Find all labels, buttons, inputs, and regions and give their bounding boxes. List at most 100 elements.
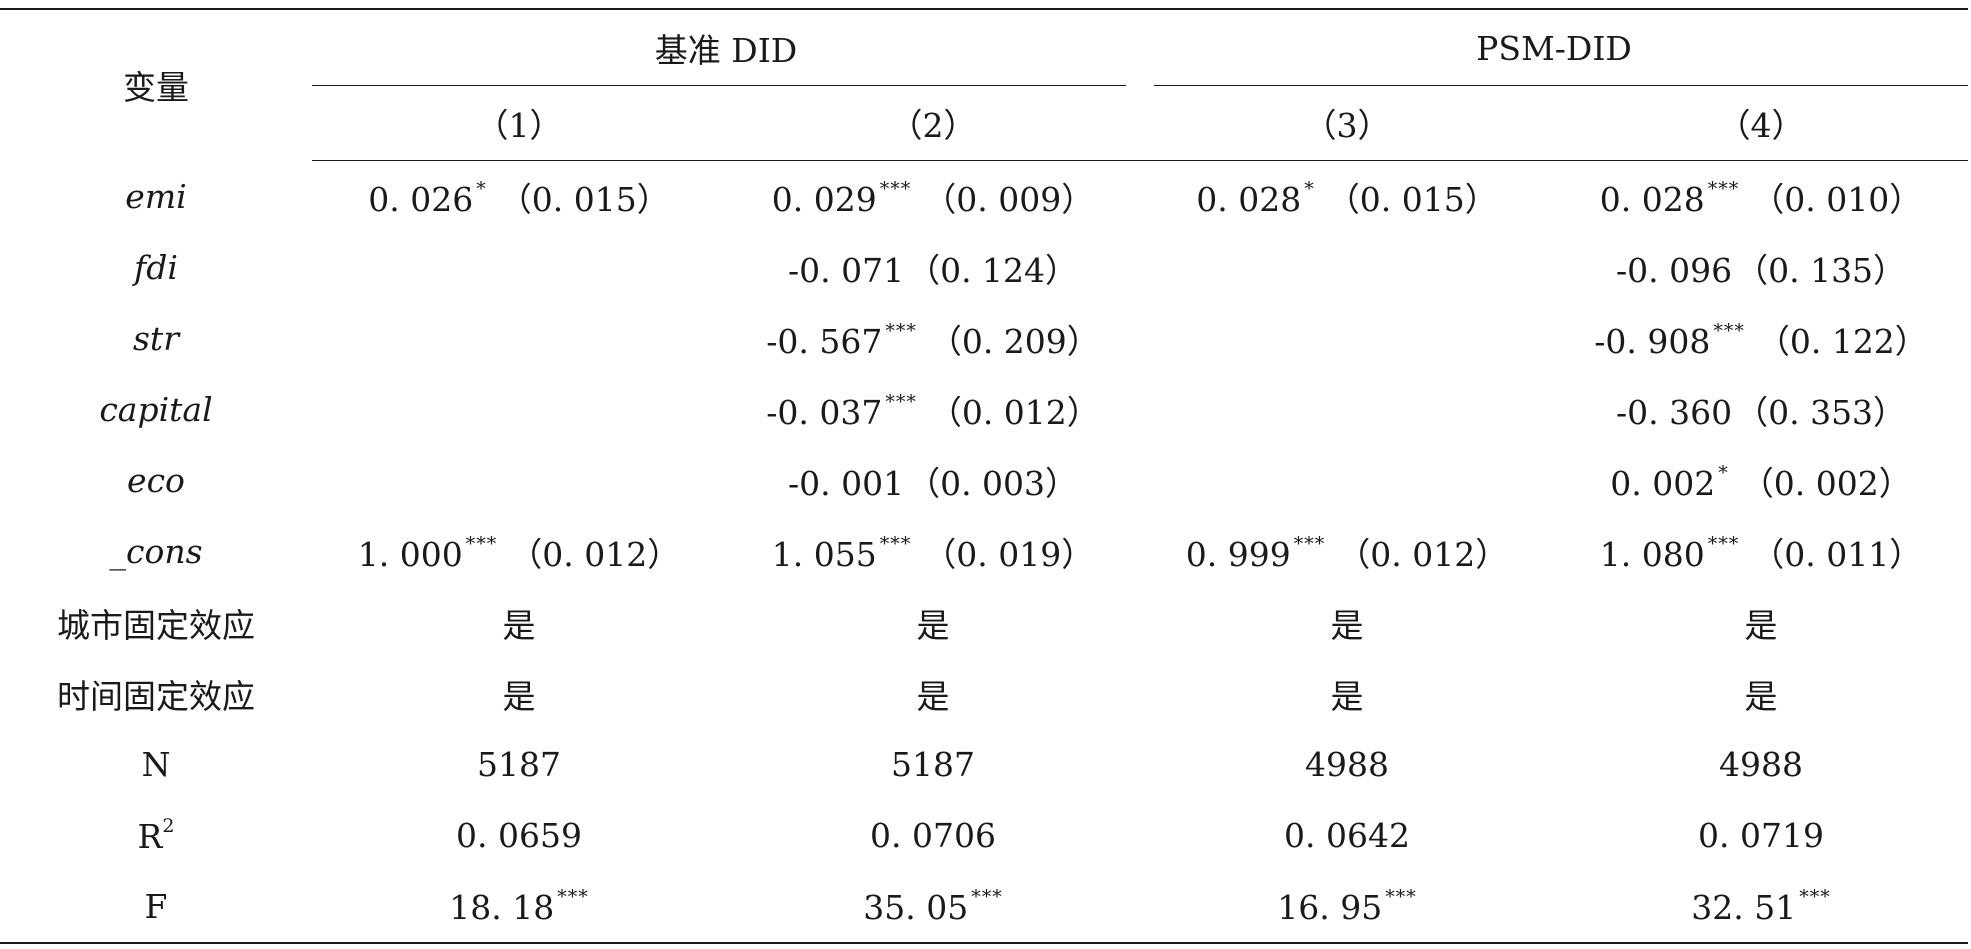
coef: -0. 908 (1594, 321, 1711, 361)
row-label-time-fe: 时间固定效应 (57, 676, 255, 716)
cell: 5187 (477, 745, 561, 784)
cell: 是 (916, 676, 950, 716)
significance: *** (1713, 319, 1745, 342)
std-error: （0. 012） (509, 534, 681, 574)
coef: -0. 360 (1615, 392, 1733, 432)
table-row: 城市固定效应 是 是 是 是 (0, 587, 1968, 658)
row-label-cons: _cons (109, 532, 203, 571)
cell: 是 (1744, 676, 1778, 716)
std-error: （0. 124） (907, 250, 1079, 290)
row-label-capital: capital (99, 390, 213, 429)
cell: 35. 05 *** (726, 871, 1141, 944)
table-row: N 5187 5187 4988 4988 (0, 729, 1968, 800)
std-error: （0. 015） (498, 179, 670, 219)
cell: -0. 071（0. 124） (726, 232, 1140, 303)
cell (312, 445, 726, 516)
table-row: capital -0. 037 *** （0. 012） -0. 360（0. 35… (0, 374, 1968, 445)
col-header-4: （4） (1554, 86, 1969, 161)
cell: 4988 (1719, 745, 1804, 784)
col-header-1: （1） (312, 86, 726, 161)
coef: 0. 028 (1599, 179, 1705, 219)
significance: *** (971, 886, 1003, 908)
std-error: （0. 012） (928, 392, 1100, 432)
group-header-psm-did: PSM-DID (1140, 8, 1969, 86)
std-error: （0. 353） (1735, 392, 1907, 432)
r2-superscript: 2 (162, 815, 175, 837)
group-underline-psm (1154, 85, 1969, 86)
cell: 是 (1330, 605, 1364, 645)
coef: 0. 028 (1196, 179, 1302, 219)
header-column-row: （1） （2） （3） （4） (0, 86, 1969, 161)
table-row: R2 0. 0659 0. 0706 0. 0642 0. 0719 (0, 800, 1968, 871)
coef: -0. 001 (787, 463, 905, 503)
cell (312, 232, 726, 303)
std-error: （0. 209） (928, 321, 1100, 361)
cell (1140, 232, 1554, 303)
row-label-emi: emi (125, 176, 187, 216)
cell: 0. 999 *** （0. 012） (1140, 516, 1554, 587)
significance: *** (879, 177, 912, 200)
significance: *** (885, 319, 917, 342)
cell: 0. 0659 (456, 816, 582, 855)
row-label-str: str (133, 319, 179, 358)
table-row: _cons 1. 000 *** （0. 012） 1. 055 *** （0. 019… (0, 516, 1968, 587)
table-row: eco -0. 001（0. 003） 0. 002 * （0. 002） (0, 445, 1968, 516)
significance: *** (885, 390, 917, 413)
significance: * (476, 177, 487, 200)
cell: 0. 0719 (1698, 816, 1824, 855)
cell (1140, 374, 1554, 445)
cell: -0. 037 *** （0. 012） (726, 374, 1140, 445)
cell: 1. 080 *** （0. 011） (1554, 516, 1968, 587)
row-label-f: F (0, 871, 312, 944)
cell (312, 303, 726, 374)
cell: 18. 18 *** (312, 871, 726, 944)
significance: * (1718, 461, 1729, 484)
row-label-city-fe: 城市固定效应 (57, 605, 255, 645)
cell: 是 (1330, 676, 1364, 716)
table-row: str -0. 567 *** （0. 209） -0. 908 *** （0. 122… (0, 303, 1968, 374)
significance: *** (465, 532, 498, 555)
significance: * (1304, 177, 1315, 200)
coef: 0. 029 (771, 179, 877, 219)
coef: -0. 567 (766, 321, 883, 361)
cell: -0. 908 *** （0. 122） (1554, 303, 1968, 374)
r2-label: R (137, 817, 163, 856)
cell: -0. 567 *** （0. 209） (726, 303, 1140, 374)
std-error: （0. 003） (907, 463, 1079, 503)
f-value: 32. 51 (1691, 888, 1797, 927)
cell: 0. 026 * （0. 015） (312, 161, 726, 233)
coef: 0. 002 (1610, 463, 1716, 503)
group-header-psm-did-label: PSM-DID (1476, 28, 1632, 68)
coef: 1. 000 (357, 534, 463, 574)
col-header-2: （2） (726, 86, 1141, 161)
table-row: F 18. 18 *** 35. 05 *** 16. 95 *** 32. 51 **… (0, 871, 1969, 944)
group-header-baseline-did-label: 基准 DID (654, 31, 798, 70)
significance: *** (1707, 532, 1740, 555)
cell: 是 (916, 605, 950, 645)
cell: -0. 360（0. 353） (1554, 374, 1968, 445)
std-error: （0. 011） (1751, 534, 1923, 574)
cell: 1. 055 *** （0. 019） (726, 516, 1140, 587)
significance: *** (879, 532, 912, 555)
std-error: （0. 009） (923, 179, 1095, 219)
coef: 1. 055 (771, 534, 877, 574)
header-group-row: 变量 基准 DID PSM-DID (0, 8, 1969, 161)
cell: 5187 (891, 745, 975, 784)
f-value: 16. 95 (1277, 888, 1383, 927)
std-error: （0. 019） (923, 534, 1095, 574)
cell: 32. 51 *** (1554, 871, 1969, 944)
cell: 0. 029 *** （0. 009） (726, 161, 1140, 233)
significance: *** (1707, 177, 1740, 200)
cell: 1. 000 *** （0. 012） (312, 516, 726, 587)
coef: 0. 026 (368, 179, 474, 219)
col-header-3: （3） (1140, 86, 1555, 161)
cell: -0. 096（0. 135） (1554, 232, 1968, 303)
cell: 0. 028 *** （0. 010） (1554, 161, 1968, 233)
coef: -0. 071 (787, 250, 905, 290)
cell: 0. 028 * （0. 015） (1140, 161, 1554, 233)
cell: 4988 (1305, 745, 1389, 784)
significance: *** (557, 886, 589, 908)
significance: *** (1385, 886, 1417, 908)
std-error: （0. 002） (1740, 463, 1912, 503)
cell: 是 (1744, 605, 1778, 645)
